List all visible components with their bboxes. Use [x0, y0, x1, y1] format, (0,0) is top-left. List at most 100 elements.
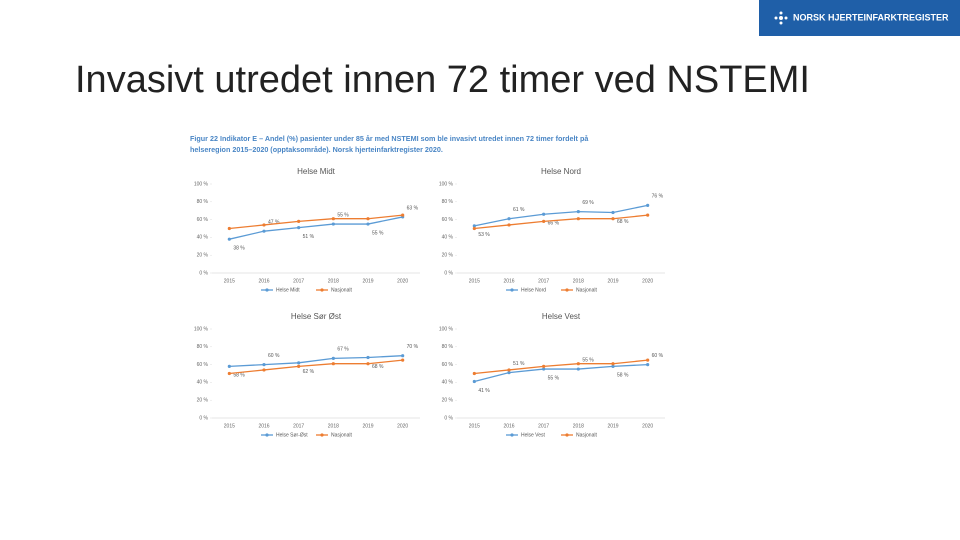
x-tick-label: 2020 — [397, 278, 408, 284]
chart-title: Helse Vest — [542, 312, 581, 321]
data-label: 53 % — [478, 232, 490, 238]
marker — [331, 362, 335, 366]
marker — [297, 361, 301, 365]
marker — [542, 367, 546, 371]
y-tick-label: 60 % — [442, 362, 454, 368]
y-tick-label: 40 % — [442, 380, 454, 386]
marker — [507, 368, 511, 372]
marker — [366, 222, 370, 226]
marker — [472, 371, 476, 376]
legend-label: Helse Sør-Øst — [276, 432, 308, 438]
line — [229, 359, 403, 375]
x-tick-label: 2015 — [469, 423, 480, 429]
x-tick-label: 2016 — [258, 423, 269, 429]
marker — [401, 354, 405, 358]
data-label: 76 % — [652, 194, 664, 200]
legend-label: Nasjonalt — [331, 287, 352, 293]
x-tick-label: 2020 — [642, 423, 653, 429]
data-label: 55 % — [337, 212, 349, 218]
data-label: 61 % — [513, 207, 525, 213]
marker — [576, 367, 580, 371]
data-label: 51 % — [513, 361, 525, 367]
y-tick-label: 0 % — [199, 270, 208, 276]
y-tick-label: 20 % — [197, 398, 209, 404]
y-tick-label: 40 % — [197, 235, 209, 241]
marker — [646, 203, 650, 207]
y-tick-label: 20 % — [442, 253, 454, 259]
marker — [297, 219, 301, 223]
legend-label: Nasjonalt — [576, 287, 597, 293]
data-label: 58 % — [233, 373, 245, 379]
marker — [611, 210, 615, 215]
marker — [297, 226, 301, 230]
legend-marker — [320, 288, 324, 292]
marker — [507, 371, 511, 375]
y-tick-label: 40 % — [442, 235, 454, 241]
marker — [542, 219, 546, 223]
y-tick-label: 60 % — [442, 217, 454, 223]
marker — [331, 217, 335, 221]
x-tick-label: 2018 — [328, 423, 339, 429]
marker — [542, 212, 546, 216]
marker — [331, 222, 335, 226]
marker — [401, 358, 405, 362]
legend-label: Helse Vest — [521, 432, 546, 438]
marker — [576, 362, 580, 366]
data-label: 68 % — [617, 219, 629, 225]
marker — [611, 217, 615, 221]
data-label: 55 % — [548, 375, 560, 381]
line — [474, 204, 648, 227]
y-tick-label: 40 % — [197, 380, 209, 386]
x-tick-label: 2017 — [538, 423, 549, 429]
y-tick-label: 60 % — [197, 362, 209, 368]
data-label: 66 % — [548, 221, 560, 227]
logo-text: NORSK HJERTEINFARKTREGISTER — [793, 12, 949, 22]
y-tick-label: 20 % — [197, 253, 209, 259]
data-label: 55 % — [582, 357, 594, 363]
legend-label: Nasjonalt — [576, 432, 597, 438]
marker — [472, 224, 476, 228]
marker — [262, 363, 266, 367]
x-tick-label: 2015 — [224, 423, 235, 429]
marker — [611, 364, 615, 368]
logo-icon — [774, 11, 788, 25]
y-tick-label: 100 % — [194, 326, 209, 332]
x-tick-label: 2019 — [607, 278, 618, 284]
marker — [227, 226, 231, 231]
line — [229, 214, 403, 230]
marker — [646, 363, 650, 367]
line — [229, 216, 403, 240]
x-tick-label: 2017 — [293, 423, 304, 429]
data-label: 41 % — [478, 388, 490, 394]
marker — [262, 223, 266, 227]
data-label: 63 % — [407, 205, 419, 211]
x-tick-label: 2017 — [538, 278, 549, 284]
data-label: 69 % — [582, 200, 594, 206]
x-tick-label: 2020 — [397, 423, 408, 429]
marker — [227, 371, 231, 376]
y-tick-label: 20 % — [442, 398, 454, 404]
marker — [507, 217, 511, 221]
legend-label: Helse Nord — [521, 287, 546, 293]
line — [474, 359, 648, 375]
marker — [366, 362, 370, 366]
data-label: 67 % — [337, 347, 349, 353]
line — [474, 214, 648, 230]
legend-marker — [265, 433, 269, 437]
x-tick-label: 2018 — [573, 278, 584, 284]
marker — [297, 364, 301, 368]
y-tick-label: 80 % — [442, 344, 454, 350]
line — [474, 363, 648, 383]
data-label: 68 % — [372, 364, 384, 370]
legend-marker — [510, 288, 514, 292]
legend-marker — [265, 288, 269, 292]
x-tick-label: 2015 — [469, 278, 480, 284]
data-label: 70 % — [407, 344, 419, 350]
y-tick-label: 0 % — [444, 270, 453, 276]
marker — [262, 229, 266, 233]
x-tick-label: 2019 — [362, 278, 373, 284]
x-tick-label: 2018 — [328, 278, 339, 284]
x-tick-label: 2018 — [573, 423, 584, 429]
figure-caption: helseregion 2015–2020 (opptaksområde). N… — [190, 145, 443, 154]
legend-label: Nasjonalt — [331, 432, 352, 438]
